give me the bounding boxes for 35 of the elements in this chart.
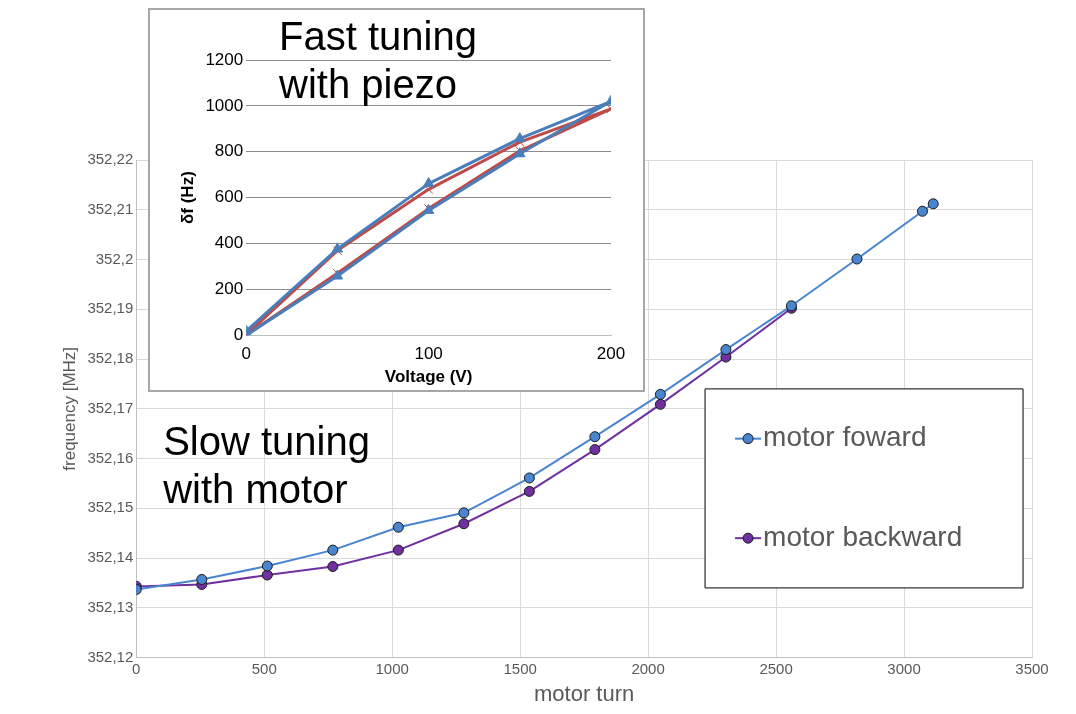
x-tick-label: 1000 bbox=[375, 659, 409, 677]
x-tick-label: 3500 bbox=[1015, 659, 1049, 677]
x-tick-label: 500 bbox=[251, 659, 277, 677]
y-axis-title: δf (Hz) bbox=[177, 171, 197, 224]
legend-label: motor foward bbox=[763, 421, 927, 453]
x-tick-label: 100 bbox=[414, 344, 443, 364]
y-tick-label: 352,19 bbox=[87, 299, 134, 317]
x-tick-label: 200 bbox=[596, 344, 626, 364]
y-tick-label: 352,22 bbox=[87, 150, 134, 168]
x-tick-label: 3000 bbox=[887, 659, 921, 677]
y-tick-label: 352,21 bbox=[87, 199, 134, 217]
y-tick-label: 0 bbox=[233, 324, 244, 344]
x-tick-label: 2500 bbox=[759, 659, 793, 677]
y-tick-label: 1000 bbox=[205, 95, 244, 115]
x-axis-title: Voltage (V) bbox=[384, 367, 473, 387]
y-tick-label: 352,15 bbox=[87, 498, 134, 516]
y-axis-title: frequency [MHz] bbox=[59, 346, 79, 471]
y-tick-label: 352,12 bbox=[87, 647, 134, 665]
y-tick-label: 352,16 bbox=[87, 448, 134, 466]
annotation: Fast tuning with piezo bbox=[278, 13, 477, 106]
y-tick-label: 352,14 bbox=[87, 548, 134, 566]
x-tick-label: 2000 bbox=[631, 659, 665, 677]
x-tick-label: 1500 bbox=[503, 659, 537, 677]
y-tick-label: 600 bbox=[214, 187, 244, 207]
y-tick-label: 352,18 bbox=[87, 349, 134, 367]
legend-label: motor backward bbox=[763, 520, 963, 552]
y-tick-label: 800 bbox=[214, 141, 244, 161]
y-tick-label: 352,17 bbox=[87, 398, 134, 416]
y-tick-label: 1200 bbox=[205, 49, 244, 69]
y-tick-label: 200 bbox=[214, 279, 244, 299]
annotation: Slow tuning with motor bbox=[162, 418, 370, 511]
x-axis-title: motor turn bbox=[534, 680, 635, 706]
y-tick-label: 352,13 bbox=[87, 597, 134, 615]
y-tick-label: 352,2 bbox=[95, 249, 134, 267]
y-tick-label: 400 bbox=[214, 233, 244, 253]
